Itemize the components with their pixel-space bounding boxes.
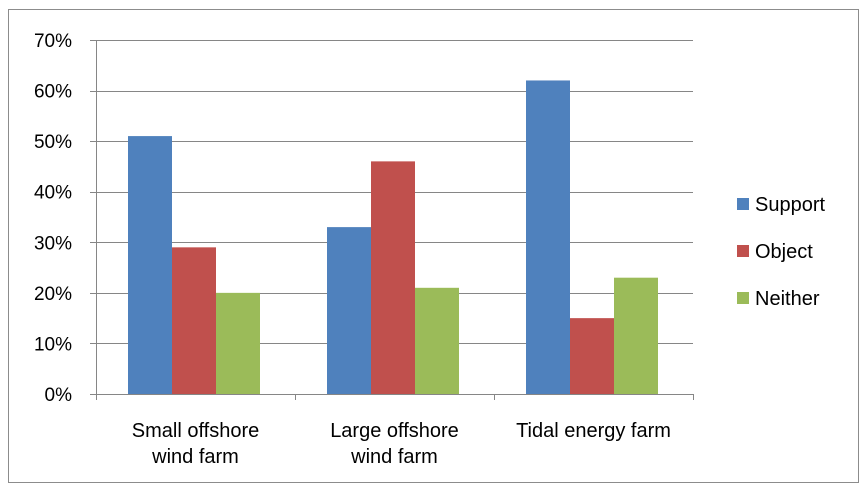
y-tick-label: 60% [34, 82, 72, 103]
bar-object-1 [371, 161, 415, 394]
bar-neither-2 [614, 277, 658, 394]
x-category-label-line: Tidal energy farm [516, 420, 671, 442]
x-category-label-line: Small offshore [132, 420, 259, 442]
y-tick-label: 10% [34, 334, 72, 355]
bar-object-2 [570, 318, 614, 394]
legend-label-object: Object [755, 241, 813, 263]
bar-support-2 [526, 80, 570, 394]
x-category-label-line: wind farm [350, 446, 438, 468]
y-tick-label: 40% [34, 183, 72, 204]
bar-neither-1 [415, 287, 459, 394]
y-tick-label: 20% [34, 284, 72, 305]
axes [90, 40, 694, 400]
y-axis-tick-labels: 0% 10% 20% 30% 40% 50% 60% 70% [34, 31, 72, 406]
legend-swatch-object [737, 245, 749, 257]
y-tick-label: 0% [45, 385, 73, 406]
legend-swatch-neither [737, 292, 749, 304]
legend-swatch-support [737, 198, 749, 210]
x-category-label: Tidal energy farm [516, 420, 671, 442]
x-category-label-line: wind farm [151, 446, 239, 468]
bar-neither-0 [216, 292, 260, 394]
x-category-label: Large offshore wind farm [330, 420, 459, 468]
legend-label-neither: Neither [755, 288, 820, 310]
legend: Support Object Neither [737, 194, 825, 310]
y-tick-label: 30% [34, 233, 72, 254]
x-category-label: Small offshore wind farm [132, 420, 259, 468]
y-tick-label: 50% [34, 132, 72, 153]
legend-label-support: Support [755, 194, 825, 216]
bar-support-0 [128, 136, 172, 395]
bars [128, 80, 658, 395]
y-tick-label: 70% [34, 31, 72, 52]
bar-support-1 [327, 227, 371, 394]
x-category-label-line: Large offshore [330, 420, 459, 442]
x-axis-category-labels: Small offshore wind farm Large offshore win… [132, 420, 671, 468]
bar-object-0 [172, 247, 216, 394]
